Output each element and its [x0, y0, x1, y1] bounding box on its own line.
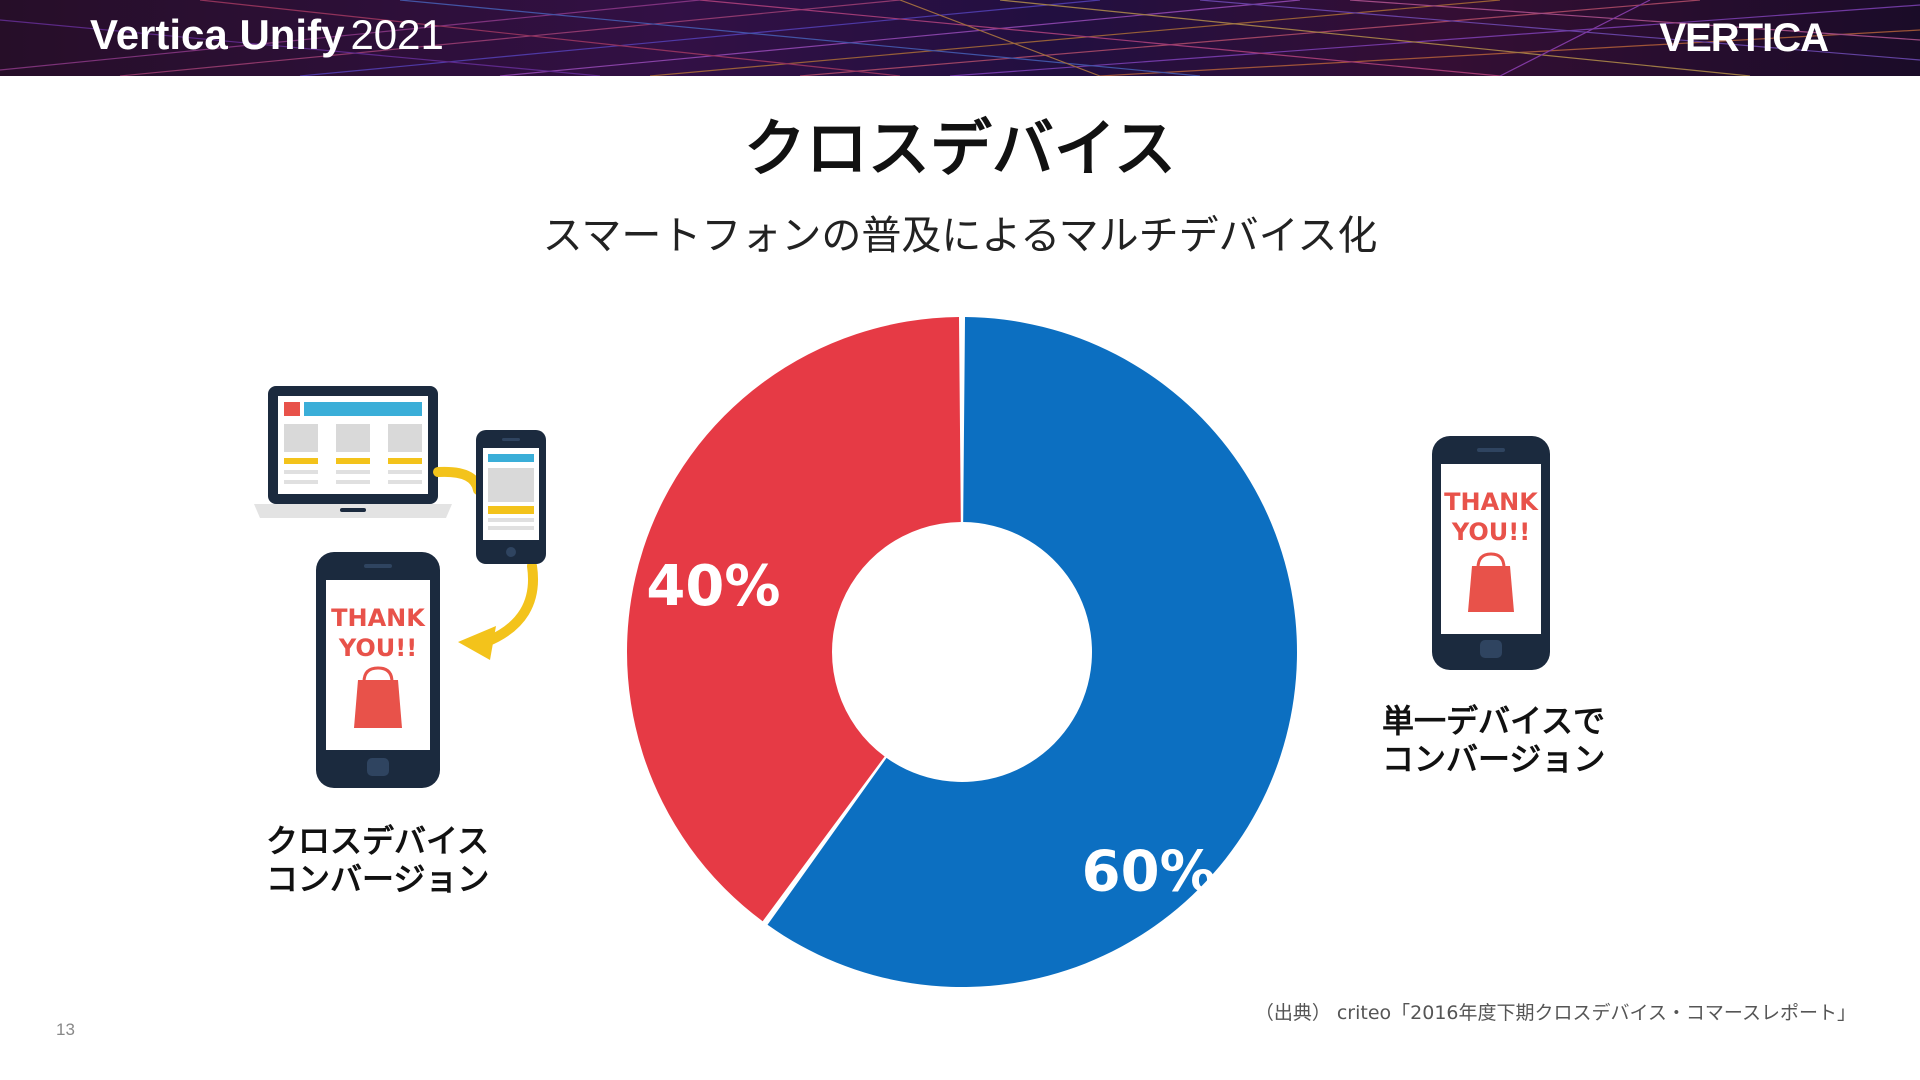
right-phone-text-1: THANK	[1444, 488, 1539, 516]
cross-device-caption-line2: コンバージョン	[266, 860, 490, 899]
single-device-caption-line2: コンバージョン	[1382, 740, 1606, 779]
cross-device-caption: クロスデバイス コンバージョン	[266, 822, 489, 899]
event-year: 2021	[350, 11, 444, 58]
cross-device-caption-line1: クロスデバイス	[266, 822, 490, 860]
shopping-bag-icon	[354, 666, 402, 728]
single-device-illustration: THANK YOU!!	[1432, 436, 1550, 670]
donut-chart: 60% 40%	[627, 317, 1297, 987]
left-phone-text-1: THANK	[331, 604, 426, 632]
single-phone-icon: THANK YOU!!	[1432, 436, 1550, 670]
donut-slice-60	[767, 317, 1297, 987]
page-title: クロスデバイス	[743, 112, 1177, 185]
donut-label-60: 60%	[1082, 840, 1216, 905]
donut-slice-40	[627, 317, 961, 922]
page-subtitle: スマートフォンの普及によるマルチデバイス化	[542, 213, 1378, 259]
single-device-caption: 単一デバイスで コンバージョン	[1382, 702, 1605, 779]
laptop-icon	[254, 386, 452, 518]
source-citation: （出典） criteo「2016年度下期クロスデバイス・コマースレポート」	[1254, 1002, 1856, 1024]
right-phone-text-2: YOU!!	[1451, 518, 1530, 546]
event-title: Vertica Unify 2021	[90, 14, 444, 56]
event-name: Vertica Unify	[90, 11, 345, 58]
page-number: 13	[56, 1020, 75, 1039]
single-device-caption-line1: 単一デバイスで	[1382, 702, 1606, 740]
cross-device-illustration: THANK YOU!!	[254, 386, 546, 788]
left-phone-text-2: YOU!!	[338, 634, 417, 662]
donut-label-40: 40%	[646, 554, 780, 619]
vertica-logo: VERTICA	[1659, 16, 1829, 60]
arrow-head-icon	[458, 626, 496, 660]
small-phone-icon	[476, 430, 546, 564]
shopping-bag-icon	[1468, 552, 1514, 612]
header-banner: Vertica Unify 2021 VERTICA	[0, 0, 1920, 76]
banner-light-lines	[0, 0, 1920, 76]
thank-you-phone-icon: THANK YOU!!	[316, 552, 440, 788]
